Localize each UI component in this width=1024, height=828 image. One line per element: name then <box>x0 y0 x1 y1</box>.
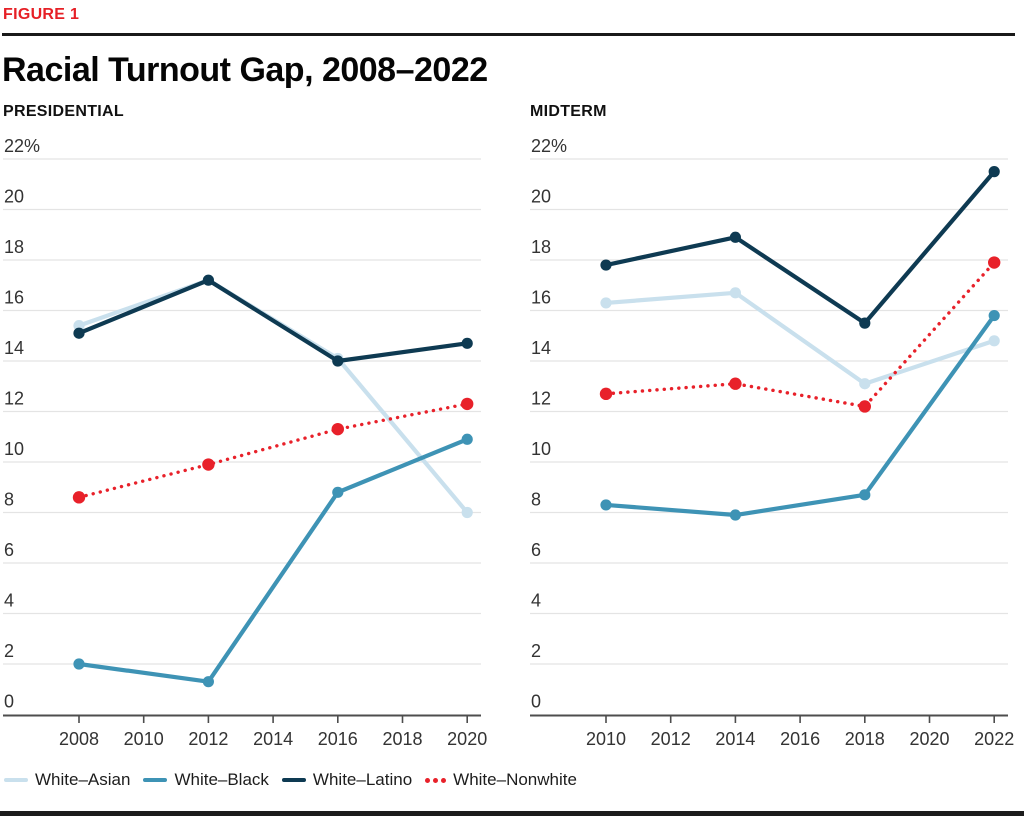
legend-label: White–Black <box>174 770 269 789</box>
chart-legend: White–Asian White–Black White–Latino White–… <box>4 768 577 792</box>
x-axis-tick-label: 2010 <box>586 729 626 749</box>
y-axis-tick-label: 12 <box>531 389 551 409</box>
data-point-white_nonwhite <box>988 256 1001 269</box>
y-axis-tick-label: 22% <box>531 136 567 156</box>
figure-title: Racial Turnout Gap, 2008–2022 <box>2 51 488 89</box>
figure-label: FIGURE 1 <box>3 6 80 23</box>
data-point-white_nonwhite <box>72 491 86 504</box>
y-axis-tick-label: 4 <box>4 591 14 611</box>
y-axis-tick-label: 8 <box>4 490 14 510</box>
series-line-white_asian <box>76 278 470 515</box>
data-point-white_black <box>202 676 214 688</box>
data-point-white_latino <box>600 259 612 271</box>
x-axis-tick-label: 2020 <box>909 729 949 749</box>
legend-item-white-nonwhite: White–Nonwhite <box>425 770 577 790</box>
y-axis-tick-label: 18 <box>4 237 24 257</box>
x-axis-tick-label: 2012 <box>188 729 228 749</box>
panel-subtitle-presidential: PRESIDENTIAL <box>3 103 124 120</box>
data-point-white_nonwhite <box>599 387 613 401</box>
top-rule <box>2 33 1015 36</box>
data-point-white_nonwhite <box>202 458 215 471</box>
x-axis-tick-label: 2022 <box>974 729 1014 749</box>
x-axis-tick-label: 2008 <box>59 729 99 749</box>
y-axis-tick-label: 14 <box>531 338 551 358</box>
data-point-white_asian <box>729 287 741 299</box>
x-axis-tick-label: 2016 <box>780 729 820 749</box>
y-axis-tick-label: 2 <box>531 641 541 661</box>
data-point-white_black <box>332 486 344 498</box>
data-point-white_black <box>73 658 85 670</box>
data-point-white_asian <box>600 297 612 309</box>
y-axis-tick-label: 12 <box>4 389 24 409</box>
line-swatch-icon <box>281 778 306 782</box>
y-axis-tick-label: 18 <box>531 237 551 257</box>
y-axis-tick-label: 16 <box>4 288 24 308</box>
y-axis-tick-label: 20 <box>4 187 24 207</box>
data-point-white_nonwhite <box>331 422 344 436</box>
y-axis-tick-label: 4 <box>531 591 541 611</box>
x-axis-tick-label: 2018 <box>845 729 885 749</box>
y-axis-tick-label: 0 <box>531 692 541 712</box>
legend-label: White–Latino <box>312 770 413 789</box>
data-point-white_nonwhite <box>461 397 474 411</box>
data-point-white_asian <box>461 506 473 519</box>
y-axis-tick-label: 10 <box>531 439 551 459</box>
dotted-line-swatch-icon <box>425 777 447 783</box>
bottom-bar <box>0 811 1024 816</box>
data-point-white_asian <box>859 378 871 390</box>
y-axis-tick-label: 16 <box>531 288 551 308</box>
legend-item-white-latino: White–Latino <box>281 770 413 790</box>
data-point-white_black <box>859 489 871 501</box>
legend-item-white-black: White–Black <box>143 770 269 790</box>
midterm-line-chart: 0 2 4 6 8 10 12 14 16 18 20 22% 2010 2012 2014 2016 2018… <box>530 136 1014 749</box>
legend-label: White–Asian <box>35 770 131 789</box>
series-line-white_latino <box>603 169 997 326</box>
x-axis-tick-label: 2016 <box>318 729 358 749</box>
data-point-white_black <box>600 499 612 511</box>
x-axis-tick-label: 2020 <box>447 729 487 749</box>
data-point-white_latino <box>461 337 473 349</box>
y-axis-tick-label: 8 <box>531 490 541 510</box>
x-axis-tick-label: 2014 <box>253 729 293 749</box>
presidential-line-chart: 0 2 4 6 8 10 12 14 16 18 20 22% 2008 2010 2012 2014 2016… <box>3 136 487 749</box>
y-axis-tick-label: 22% <box>4 136 40 156</box>
data-point-white_nonwhite <box>729 377 742 390</box>
line-swatch-icon <box>143 778 168 782</box>
x-axis-tick-label: 2010 <box>124 729 164 749</box>
series-line-white_nonwhite <box>604 260 996 409</box>
data-point-white_latino <box>988 166 1000 178</box>
data-point-white_latino <box>859 317 871 329</box>
series-line-white_nonwhite <box>77 402 469 500</box>
y-axis-tick-label: 2 <box>4 641 14 661</box>
y-axis-tick-label: 20 <box>531 187 551 207</box>
legend-label: White–Nonwhite <box>453 770 577 789</box>
legend-item-white-asian: White–Asian <box>4 770 130 790</box>
line-swatch-icon <box>4 778 28 782</box>
series-line-white_asian <box>603 290 997 386</box>
data-point-white_nonwhite <box>858 400 871 413</box>
data-point-white_latino <box>202 274 214 286</box>
data-point-white_black <box>988 309 1000 322</box>
series-line-white_latino <box>76 278 470 364</box>
series-line-white_black <box>76 437 470 684</box>
y-axis-tick-label: 14 <box>4 338 24 358</box>
y-axis-tick-label: 10 <box>4 439 24 459</box>
x-axis-tick-label: 2018 <box>382 729 422 749</box>
data-point-white_black <box>729 509 741 521</box>
x-axis-tick-label: 2012 <box>651 729 691 749</box>
data-point-white_latino <box>332 355 344 367</box>
data-point-white_asian <box>988 335 1000 347</box>
y-axis-tick-label: 6 <box>531 540 541 560</box>
data-point-white_latino <box>73 327 85 339</box>
x-axis-tick-label: 2014 <box>715 729 755 749</box>
panel-subtitle-midterm: MIDTERM <box>530 103 607 120</box>
y-axis-tick-label: 6 <box>4 540 14 560</box>
y-axis-tick-label: 0 <box>4 692 14 712</box>
data-point-white_black <box>461 433 473 445</box>
data-point-white_latino <box>729 231 741 243</box>
series-line-white_black <box>603 313 997 518</box>
